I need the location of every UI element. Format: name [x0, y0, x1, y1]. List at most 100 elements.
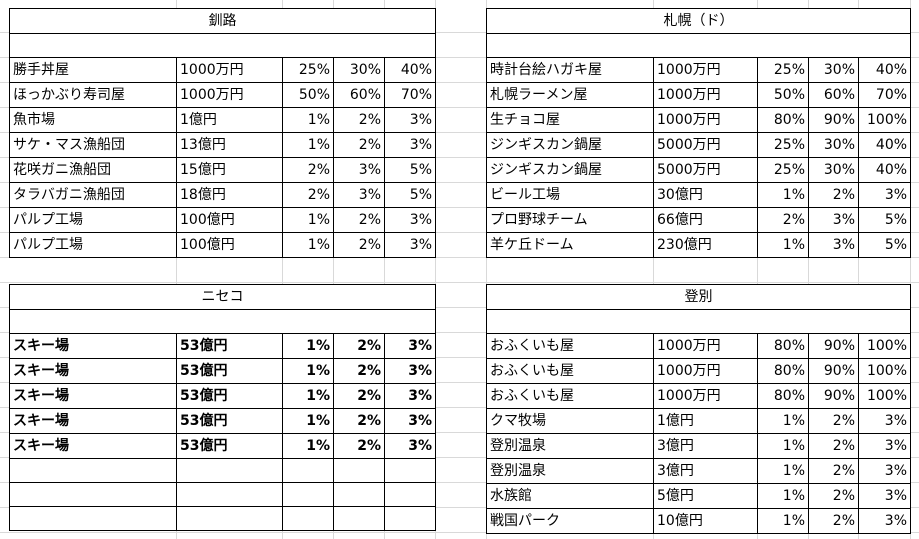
item-name-cell[interactable]: ビール工場 — [486, 182, 654, 208]
rate-1-cell[interactable]: 1% — [282, 207, 334, 233]
rate-1-cell[interactable]: 80% — [757, 383, 809, 409]
rate-1-cell[interactable]: 1% — [282, 107, 334, 133]
rate-3-cell[interactable]: 3% — [383, 333, 437, 359]
amount-cell[interactable]: 66億円 — [653, 207, 758, 233]
amount-cell[interactable] — [176, 482, 283, 507]
rate-1-cell[interactable]: 1% — [757, 508, 809, 534]
amount-cell[interactable]: 5億円 — [653, 483, 758, 509]
rate-3-cell[interactable]: 100% — [858, 383, 911, 409]
item-name-cell[interactable]: 登別温泉 — [486, 433, 654, 459]
rate-3-cell[interactable]: 3% — [384, 232, 436, 258]
item-name-cell[interactable]: スキー場 — [9, 358, 177, 384]
rate-2-cell[interactable]: 30% — [808, 157, 859, 183]
rate-2-cell[interactable] — [333, 506, 385, 531]
rate-2-cell[interactable]: 3% — [333, 157, 385, 183]
rate-3-cell[interactable]: 100% — [857, 107, 912, 133]
rate-1-cell[interactable]: 1% — [282, 408, 334, 434]
amount-cell[interactable]: 15億円 — [176, 157, 283, 183]
amount-cell[interactable]: 230億円 — [653, 232, 758, 258]
item-name-cell[interactable]: 魚市場 — [9, 107, 177, 133]
item-name-cell[interactable] — [9, 458, 177, 483]
item-name-cell[interactable]: 戦国パーク — [486, 508, 654, 534]
amount-cell[interactable]: 53億円 — [176, 433, 283, 459]
rate-2-cell[interactable]: 2% — [333, 132, 385, 158]
amount-cell[interactable]: 5000万円 — [653, 132, 758, 158]
rate-1-cell[interactable]: 1% — [757, 232, 809, 258]
rate-1-cell[interactable]: 1% — [757, 458, 809, 484]
amount-cell[interactable]: 53億円 — [176, 358, 283, 384]
rate-2-cell[interactable]: 2% — [333, 408, 385, 434]
rate-3-cell[interactable]: 3% — [384, 132, 436, 158]
rate-3-cell[interactable]: 70% — [384, 82, 436, 108]
rate-2-cell[interactable] — [333, 482, 385, 507]
rate-1-cell[interactable]: 2% — [282, 182, 334, 208]
rate-2-cell[interactable]: 2% — [333, 107, 385, 133]
rate-3-cell[interactable]: 3% — [384, 207, 436, 233]
rate-3-cell[interactable]: 3% — [383, 408, 437, 434]
amount-cell[interactable]: 1000万円 — [176, 82, 283, 108]
rate-2-cell[interactable]: 2% — [333, 333, 385, 359]
rate-3-cell[interactable]: 70% — [857, 82, 912, 108]
amount-cell[interactable]: 1000万円 — [176, 57, 283, 83]
item-name-cell[interactable]: 時計台絵ハガキ屋 — [486, 57, 654, 83]
amount-cell[interactable] — [176, 506, 283, 531]
rate-3-cell[interactable]: 5% — [857, 232, 912, 258]
item-name-cell[interactable]: 水族館 — [486, 483, 654, 509]
rate-1-cell[interactable]: 25% — [757, 132, 809, 158]
rate-2-cell[interactable]: 2% — [333, 433, 385, 459]
rate-3-cell[interactable]: 3% — [858, 458, 911, 484]
item-name-cell[interactable]: パルプ工場 — [9, 232, 177, 258]
rate-2-cell[interactable]: 3% — [808, 232, 859, 258]
table-title[interactable]: 札幌（ド） — [485, 8, 912, 34]
rate-1-cell[interactable]: 1% — [757, 433, 809, 459]
rate-1-cell[interactable]: 1% — [282, 333, 334, 359]
item-name-cell[interactable]: スキー場 — [9, 408, 177, 434]
rate-1-cell[interactable]: 50% — [757, 82, 809, 108]
rate-2-cell[interactable]: 90% — [808, 383, 859, 409]
rate-1-cell[interactable] — [282, 482, 334, 507]
rate-3-cell[interactable]: 5% — [384, 182, 436, 208]
rate-2-cell[interactable] — [333, 458, 385, 483]
item-name-cell[interactable] — [9, 482, 177, 507]
rate-2-cell[interactable]: 90% — [808, 333, 859, 359]
amount-cell[interactable]: 1000万円 — [653, 383, 758, 409]
rate-3-cell[interactable]: 3% — [383, 433, 437, 459]
rate-2-cell[interactable]: 2% — [333, 232, 385, 258]
rate-1-cell[interactable]: 25% — [282, 57, 334, 83]
item-name-cell[interactable]: スキー場 — [9, 383, 177, 409]
item-name-cell[interactable]: 登別温泉 — [486, 458, 654, 484]
rate-3-cell[interactable]: 3% — [857, 182, 912, 208]
rate-2-cell[interactable]: 2% — [333, 383, 385, 409]
rate-1-cell[interactable]: 80% — [757, 333, 809, 359]
rate-1-cell[interactable]: 1% — [757, 408, 809, 434]
amount-cell[interactable]: 1000万円 — [653, 333, 758, 359]
amount-cell[interactable]: 18億円 — [176, 182, 283, 208]
rate-3-cell[interactable]: 40% — [857, 157, 912, 183]
rate-1-cell[interactable]: 2% — [757, 207, 809, 233]
rate-2-cell[interactable]: 2% — [808, 458, 859, 484]
amount-cell[interactable]: 1000万円 — [653, 358, 758, 384]
amount-cell[interactable]: 1000万円 — [653, 57, 758, 83]
rate-1-cell[interactable]: 50% — [282, 82, 334, 108]
rate-1-cell[interactable] — [282, 458, 334, 483]
amount-cell[interactable]: 1億円 — [653, 408, 758, 434]
amount-cell[interactable]: 5000万円 — [653, 157, 758, 183]
rate-3-cell[interactable]: 100% — [858, 333, 911, 359]
rate-2-cell[interactable]: 2% — [333, 207, 385, 233]
blank-row-cell[interactable] — [485, 33, 912, 58]
amount-cell[interactable]: 53億円 — [176, 383, 283, 409]
table-title[interactable]: 釧路 — [9, 8, 436, 34]
rate-1-cell[interactable]: 1% — [282, 358, 334, 384]
rate-2-cell[interactable]: 2% — [808, 433, 859, 459]
rate-2-cell[interactable]: 30% — [808, 132, 859, 158]
rate-3-cell[interactable]: 100% — [858, 358, 911, 384]
amount-cell[interactable]: 30億円 — [653, 182, 758, 208]
rate-3-cell[interactable]: 3% — [858, 408, 911, 434]
amount-cell[interactable]: 1000万円 — [653, 107, 758, 133]
item-name-cell[interactable]: 花咲ガニ漁船団 — [9, 157, 177, 183]
rate-2-cell[interactable]: 3% — [808, 207, 859, 233]
rate-3-cell[interactable]: 3% — [858, 508, 911, 534]
rate-1-cell[interactable]: 1% — [282, 232, 334, 258]
rate-3-cell[interactable]: 5% — [384, 157, 436, 183]
rate-3-cell[interactable]: 3% — [384, 107, 436, 133]
